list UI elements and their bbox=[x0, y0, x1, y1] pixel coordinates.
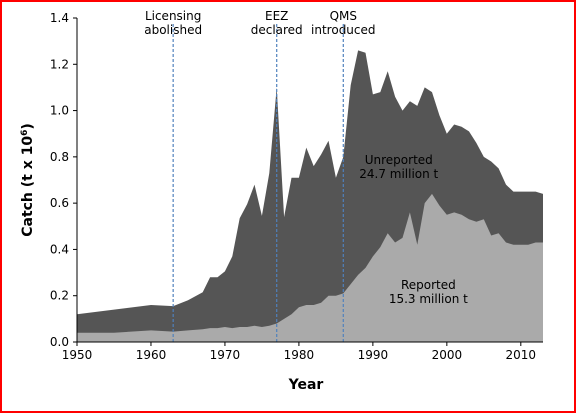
reported-annotation: Reported 15.3 million t bbox=[389, 278, 468, 306]
x-axis-title: Year bbox=[288, 377, 324, 393]
y-tick-label: 0.6 bbox=[50, 196, 69, 210]
event-label-1963: Licensing abolished bbox=[144, 9, 202, 37]
y-tick-label: 1.4 bbox=[50, 11, 69, 25]
x-tick-label: 2000 bbox=[432, 348, 463, 362]
x-tick-label: 1990 bbox=[358, 348, 389, 362]
text-layer: Licensing abolished EEZ declared QMS introduc… bbox=[50, 9, 536, 362]
x-tick-label: 1960 bbox=[136, 348, 167, 362]
y-tick-label: 0.4 bbox=[50, 242, 69, 256]
event-label-1986: QMS introduced bbox=[311, 9, 375, 37]
unreported-annotation: Unreported 24.7 million t bbox=[359, 153, 438, 181]
axes-layer bbox=[73, 17, 543, 346]
y-tick-label: 0.0 bbox=[50, 335, 69, 349]
event-label-1977: EEZ declared bbox=[251, 9, 303, 37]
x-tick-label: 2010 bbox=[506, 348, 537, 362]
reported-area bbox=[77, 193, 543, 342]
x-tick-label: 1970 bbox=[210, 348, 241, 362]
y-tick-label: 0.2 bbox=[50, 289, 69, 303]
x-tick-label: 1980 bbox=[284, 348, 315, 362]
area-layer bbox=[77, 50, 543, 343]
y-axis-title: Catch (t x 106) bbox=[20, 123, 36, 237]
y-tick-label: 1.2 bbox=[50, 57, 69, 71]
x-tick-label: 1950 bbox=[62, 348, 93, 362]
y-tick-label: 0.8 bbox=[50, 150, 69, 164]
event-lines-layer bbox=[172, 24, 344, 342]
y-tick-label: 1.0 bbox=[50, 104, 69, 118]
